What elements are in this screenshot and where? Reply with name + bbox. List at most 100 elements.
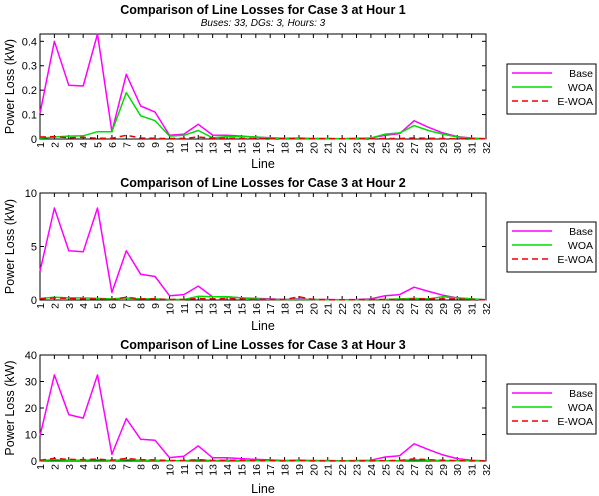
x-tick-label: 17: [265, 142, 277, 154]
x-tick-label: 22: [337, 142, 349, 154]
x-tick-label: 29: [438, 142, 450, 154]
x-tick-label: 30: [452, 142, 464, 154]
x-tick-label: 10: [164, 464, 176, 476]
x-tick-label: 1: [35, 303, 47, 309]
y-tick-label: 5: [31, 242, 37, 254]
x-tick-label: 14: [222, 142, 234, 154]
x-tick-label: 25: [380, 464, 392, 476]
x-tick-label: 13: [208, 464, 220, 476]
x-tick-label: 27: [409, 142, 421, 154]
x-tick-label: 24: [366, 303, 378, 315]
x-tick-label: 31: [467, 464, 479, 476]
x-tick-label: 6: [107, 303, 119, 309]
x-tick-label: 4: [78, 142, 90, 148]
x-tick-label: 27: [409, 464, 421, 476]
y-tick-label: 0: [31, 456, 37, 468]
legend-label: WOA: [568, 240, 593, 252]
x-tick-label: 13: [208, 303, 220, 315]
legend-label: Base: [569, 388, 593, 400]
x-tick-label: 4: [78, 464, 90, 470]
x-tick-label: 28: [423, 464, 435, 476]
x-tick-label: 3: [64, 464, 76, 470]
x-tick-label: 18: [280, 142, 292, 154]
series-line-woa: [39, 91, 487, 140]
x-tick-label: 2: [49, 142, 61, 148]
x-tick-label: 31: [467, 142, 479, 154]
x-tick-label: 20: [308, 464, 320, 476]
x-tick-label: 14: [222, 303, 234, 315]
x-tick-label: 19: [294, 464, 306, 476]
x-tick-label: 27: [409, 303, 421, 315]
x-tick-label: 5: [93, 464, 105, 470]
legend: Base WOA E-WOA: [506, 63, 597, 115]
x-tick-label: 30: [452, 303, 464, 315]
x-tick-label: 26: [395, 464, 407, 476]
x-tick-label: 30: [452, 464, 464, 476]
series-line-base: [39, 374, 487, 462]
y-tick-label: 0: [31, 295, 37, 307]
x-tick-label: 32: [481, 142, 493, 154]
x-tick-label: 8: [136, 464, 148, 470]
x-tick-label: 25: [380, 303, 392, 315]
x-tick-label: 23: [352, 142, 364, 154]
x-tick-label: 12: [193, 464, 205, 476]
legend-label: Base: [569, 226, 593, 238]
series-line-e-woa: [39, 134, 486, 140]
x-tick-label: 21: [323, 464, 335, 476]
x-tick-label: 11: [179, 303, 191, 314]
x-tick-label: 14: [222, 464, 234, 476]
x-tick-label: 31: [467, 303, 479, 315]
chart-3: Comparison of Line Losses for Case 3 at …: [3, 338, 597, 496]
chart-title: Comparison of Line Losses for Case 3 at …: [120, 338, 406, 352]
x-tick-label: 3: [64, 303, 76, 309]
x-tick-label: 6: [107, 142, 119, 148]
y-tick-label: 20: [25, 403, 37, 415]
x-tick-label: 16: [251, 303, 263, 315]
chart-1: Comparison of Line Losses for Case 3 at …: [3, 3, 597, 171]
x-tick-label: 24: [366, 464, 378, 476]
x-tick-label: 23: [352, 464, 364, 476]
x-tick-label: 19: [294, 303, 306, 315]
y-tick-label: 0.1: [22, 110, 37, 122]
x-tick-label: 18: [280, 303, 292, 315]
x-tick-label: 19: [294, 142, 306, 154]
x-tick-label: 1: [35, 142, 47, 148]
plot-area: [39, 354, 487, 462]
x-tick-label: 22: [337, 464, 349, 476]
series-line-e-woa: [39, 457, 486, 462]
legend-label: E-WOA: [557, 96, 593, 108]
x-tick-label: 5: [93, 142, 105, 148]
y-axis-label: Power Loss (kW): [3, 360, 17, 455]
x-tick-label: 29: [438, 464, 450, 476]
y-tick-label: 0.4: [22, 36, 37, 48]
x-tick-label: 8: [136, 142, 148, 148]
x-tick-label: 4: [78, 303, 90, 309]
x-axis-label: Line: [251, 157, 275, 171]
x-tick-label: 10: [164, 303, 176, 315]
x-tick-label: 25: [380, 142, 392, 154]
x-tick-label: 6: [107, 464, 119, 470]
x-tick-label: 26: [395, 303, 407, 315]
x-tick-label: 1: [35, 464, 47, 470]
x-tick-label: 8: [136, 303, 148, 309]
y-tick-label: 0.3: [22, 61, 37, 73]
y-axis-label: Power Loss (kW): [3, 39, 17, 134]
legend-label: WOA: [568, 402, 593, 414]
x-tick-label: 12: [193, 303, 205, 315]
x-tick-label: 18: [280, 464, 292, 476]
x-tick-label: 22: [337, 303, 349, 315]
x-tick-label: 15: [236, 303, 248, 315]
x-tick-label: 24: [366, 142, 378, 154]
x-tick-label: 16: [251, 142, 263, 154]
x-tick-label: 21: [323, 303, 335, 315]
x-axis-label: Line: [251, 482, 275, 496]
x-tick-label: 10: [164, 142, 176, 154]
x-tick-label: 20: [308, 142, 320, 154]
x-tick-label: 3: [64, 142, 76, 148]
y-tick-label: 0: [31, 134, 37, 146]
legend: Base WOA E-WOA: [506, 383, 597, 435]
y-tick-label: 40: [25, 350, 37, 362]
x-tick-label: 2: [49, 464, 61, 470]
legend-label: E-WOA: [557, 254, 593, 266]
